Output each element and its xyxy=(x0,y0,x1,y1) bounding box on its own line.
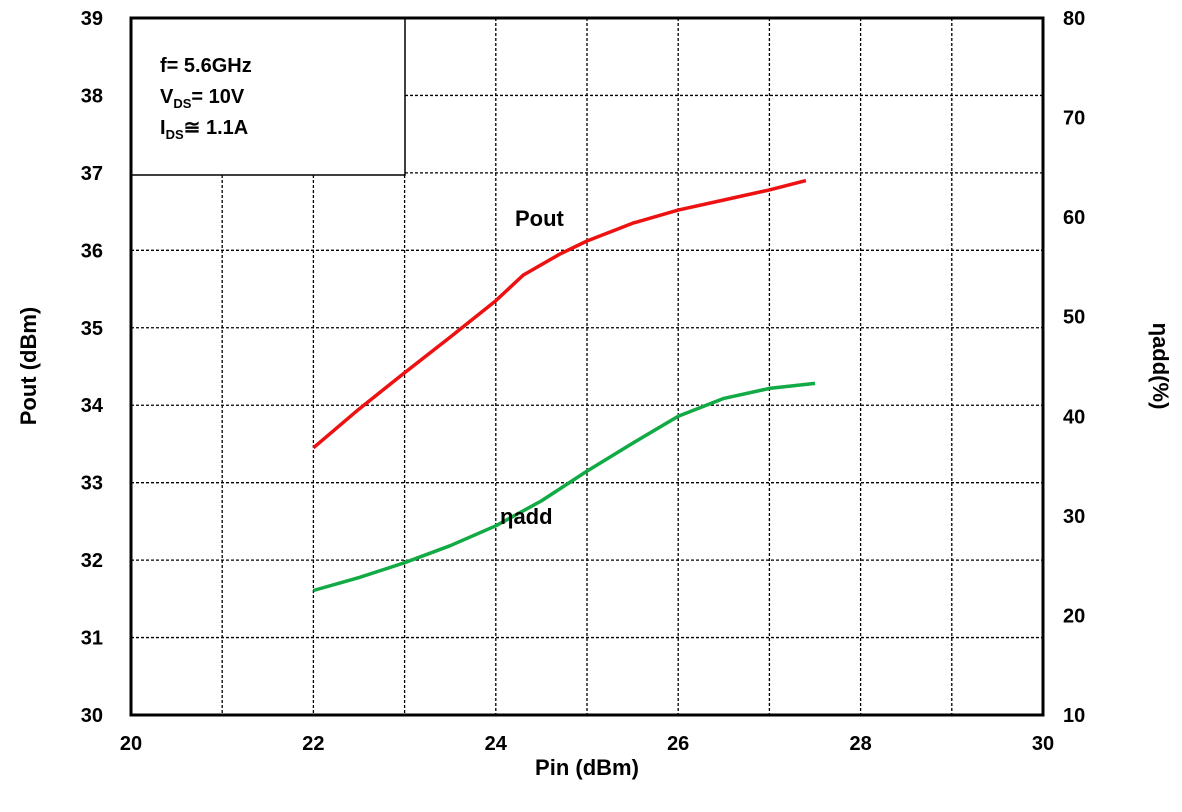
y-tick-label: 32 xyxy=(81,550,103,572)
condition-ids-symbol: I xyxy=(160,117,166,139)
y-tick-label: 37 xyxy=(81,163,103,185)
x-tick-label: 20 xyxy=(120,733,142,755)
x-tick-label: 30 xyxy=(1032,733,1054,755)
conditions-box: f= 5.6GHz VDS= 10V IDS≅ 1.1A xyxy=(130,17,406,176)
tick-labels: 20 22 24 26 28 30 30 31 32 33 34 35 36 37 38 39 10 20 30 40… xyxy=(81,8,1086,755)
series-label-eta: ηadd xyxy=(500,504,553,529)
x-tick-label: 22 xyxy=(302,733,324,755)
y-tick-label: 31 xyxy=(81,628,103,650)
y2-tick-label: 30 xyxy=(1063,506,1085,528)
y-axis-title: Pout (dBm) xyxy=(16,307,41,426)
series-line-eta-add xyxy=(312,381,816,593)
y2-axis-title: ηadd(%) xyxy=(1148,323,1173,410)
y2-tick-label: 70 xyxy=(1063,108,1085,130)
series-line-pout xyxy=(312,178,807,450)
series-lines xyxy=(312,178,816,593)
x-axis-title: Pin (dBm) xyxy=(535,755,639,780)
x-tick-label: 24 xyxy=(485,733,508,755)
y-tick-label: 38 xyxy=(81,85,103,107)
y-tick-label: 30 xyxy=(81,705,103,727)
y2-tick-label: 40 xyxy=(1063,406,1085,428)
condition-ids: IDS≅ 1.1A xyxy=(160,117,248,142)
y2-tick-label: 50 xyxy=(1063,307,1085,329)
y2-tick-label: 60 xyxy=(1063,207,1085,229)
y-tick-label: 39 xyxy=(81,8,103,30)
x-tick-label: 28 xyxy=(849,733,871,755)
series-label-pout: Pout xyxy=(515,206,565,231)
y2-tick-label: 80 xyxy=(1063,8,1085,30)
condition-ids-subscript: DS xyxy=(166,127,184,142)
condition-vds-value: = 10V xyxy=(191,86,244,108)
y-tick-label: 36 xyxy=(81,240,103,262)
y-tick-label: 34 xyxy=(81,395,104,417)
condition-vds: VDS= 10V xyxy=(160,86,245,111)
condition-ids-value: ≅ 1.1A xyxy=(184,117,249,139)
y2-tick-label: 20 xyxy=(1063,605,1085,627)
grid xyxy=(131,18,1043,715)
x-tick-label: 26 xyxy=(667,733,689,755)
y-tick-label: 33 xyxy=(81,473,103,495)
condition-vds-symbol: V xyxy=(160,86,174,108)
y2-tick-label: 10 xyxy=(1063,705,1085,727)
condition-vds-subscript: DS xyxy=(173,96,191,111)
y-tick-label: 35 xyxy=(81,318,103,340)
plot-frame xyxy=(129,16,1045,717)
condition-frequency: f= 5.6GHz xyxy=(160,55,252,77)
